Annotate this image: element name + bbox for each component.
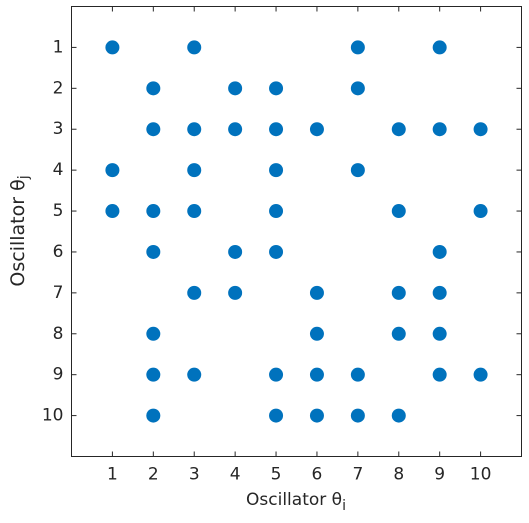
x-tick-label: 8 <box>393 465 404 485</box>
point <box>309 408 324 423</box>
point <box>146 204 161 219</box>
point <box>309 285 324 300</box>
point <box>269 244 284 259</box>
y-axis-label: Oscillator θj <box>7 175 33 286</box>
point <box>432 285 447 300</box>
point <box>391 285 406 300</box>
x-tick-label: 6 <box>312 465 323 485</box>
point <box>309 122 324 137</box>
point <box>391 204 406 219</box>
point <box>269 163 284 178</box>
x-tick-label: 10 <box>470 465 492 485</box>
point <box>350 408 365 423</box>
point <box>269 122 284 137</box>
x-tick-label: 9 <box>434 465 445 485</box>
point <box>269 367 284 382</box>
y-label-text: Oscillator θ <box>7 179 29 286</box>
point <box>146 122 161 137</box>
point <box>146 408 161 423</box>
point <box>187 204 202 219</box>
y-tick-label: 2 <box>53 78 64 98</box>
point <box>146 367 161 382</box>
point <box>432 40 447 55</box>
y-tick-label: 6 <box>53 242 64 262</box>
point <box>350 40 365 55</box>
y-label-sub: j <box>16 175 32 180</box>
point <box>309 367 324 382</box>
y-tick-label: 9 <box>53 365 64 385</box>
point <box>269 204 284 219</box>
point <box>432 244 447 259</box>
point <box>187 285 202 300</box>
point <box>228 285 243 300</box>
point <box>187 40 202 55</box>
point <box>350 81 365 96</box>
x-tick-label: 3 <box>189 465 200 485</box>
point <box>391 122 406 137</box>
x-label-text: Oscillator θ <box>246 490 342 510</box>
y-tick-label: 10 <box>42 406 64 426</box>
x-label-sub: i <box>342 498 346 514</box>
point <box>146 244 161 259</box>
x-tick-label: 2 <box>148 465 159 485</box>
x-tick-label: 7 <box>352 465 363 485</box>
point <box>105 40 120 55</box>
point <box>473 204 488 219</box>
plot-box <box>71 6 522 457</box>
point <box>350 367 365 382</box>
y-tick-label: 3 <box>53 119 64 139</box>
point <box>473 367 488 382</box>
point <box>105 204 120 219</box>
point <box>269 408 284 423</box>
point <box>350 163 365 178</box>
y-tick-label: 1 <box>53 37 64 57</box>
point <box>187 122 202 137</box>
point <box>187 163 202 178</box>
y-tick-label: 4 <box>53 160 64 180</box>
point <box>473 122 488 137</box>
x-tick-label: 5 <box>271 465 282 485</box>
point <box>432 367 447 382</box>
point <box>146 326 161 341</box>
point <box>105 163 120 178</box>
point <box>146 81 161 96</box>
point <box>309 326 324 341</box>
point <box>228 81 243 96</box>
point <box>391 408 406 423</box>
point <box>228 244 243 259</box>
x-tick-label: 1 <box>107 465 118 485</box>
point <box>391 326 406 341</box>
y-tick-label: 7 <box>53 283 64 303</box>
y-tick-label: 5 <box>53 201 64 221</box>
x-tick-label: 4 <box>230 465 241 485</box>
point <box>269 81 284 96</box>
point <box>432 122 447 137</box>
point <box>187 367 202 382</box>
point <box>432 326 447 341</box>
y-tick-label: 8 <box>53 324 64 344</box>
x-axis-label: Oscillator θi <box>246 490 346 514</box>
point <box>228 122 243 137</box>
